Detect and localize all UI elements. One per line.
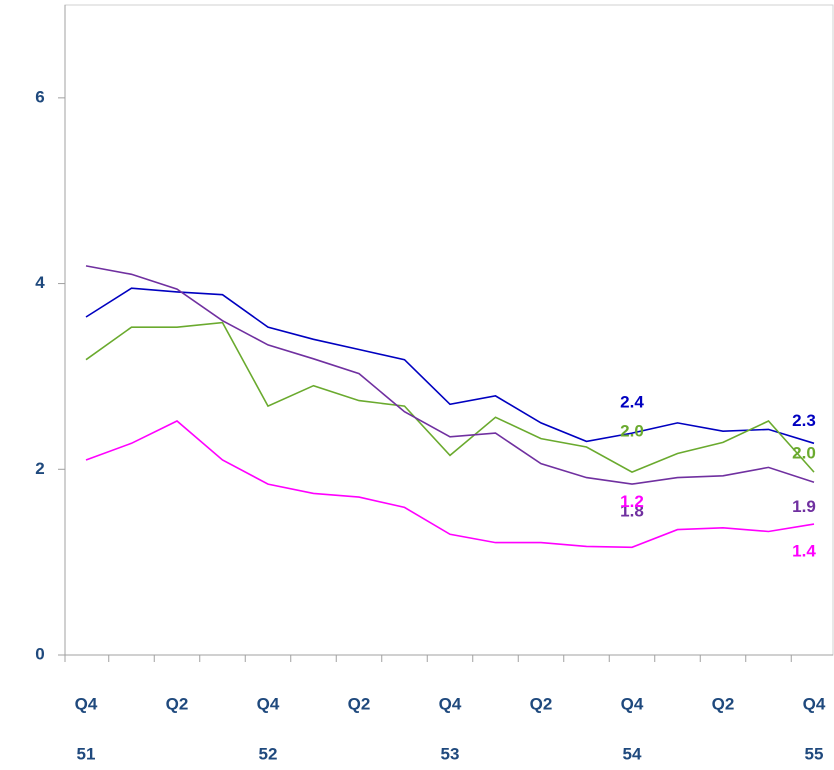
x-tick-label: Q4 bbox=[439, 694, 462, 713]
series-line bbox=[85, 287, 815, 445]
year-label: 55 bbox=[805, 744, 824, 763]
data-label: 1.8 bbox=[620, 502, 644, 521]
series-line bbox=[85, 420, 815, 549]
x-tick-label: Q2 bbox=[712, 694, 735, 713]
x-tick-label: Q4 bbox=[257, 694, 280, 713]
series-line bbox=[85, 265, 815, 485]
x-tick-label: Q2 bbox=[166, 694, 189, 713]
data-label: 2.0 bbox=[620, 422, 644, 441]
x-tick-label: Q2 bbox=[530, 694, 553, 713]
year-label: 53 bbox=[441, 744, 460, 763]
x-tick-label: Q4 bbox=[75, 694, 98, 713]
year-label: 52 bbox=[259, 744, 278, 763]
data-label: 1.4 bbox=[792, 542, 816, 561]
x-tick-label: Q4 bbox=[803, 694, 826, 713]
series-line bbox=[85, 321, 815, 473]
data-label: 2.3 bbox=[792, 411, 816, 430]
x-tick-label: Q2 bbox=[348, 694, 371, 713]
y-tick-label: 0 bbox=[35, 644, 44, 663]
year-label: 54 bbox=[623, 744, 642, 763]
y-tick-label: 2 bbox=[35, 459, 44, 478]
data-label: 1.9 bbox=[792, 497, 816, 516]
data-label: 1.2 bbox=[620, 492, 644, 511]
plot-frame bbox=[64, 4, 834, 656]
y-tick-label: 4 bbox=[35, 273, 45, 292]
x-tick-label: Q4 bbox=[621, 694, 644, 713]
year-label: 51 bbox=[77, 744, 96, 763]
data-label: 2.0 bbox=[792, 444, 816, 463]
y-tick-label: 6 bbox=[35, 87, 44, 106]
data-label: 2.4 bbox=[620, 393, 644, 412]
